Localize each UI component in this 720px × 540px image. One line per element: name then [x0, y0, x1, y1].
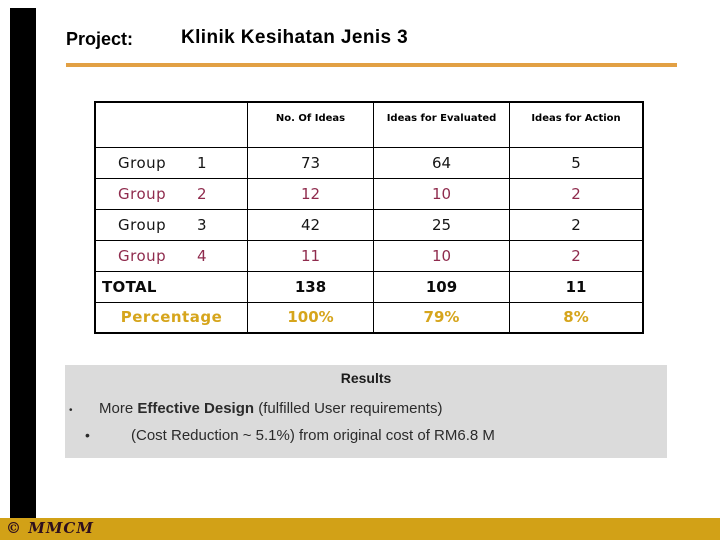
bullet-text: More Effective Design (fulfilled User re… [99, 400, 442, 417]
title-underline [66, 63, 677, 67]
ideas-table-body: Group 1 73 64 5 Group 2 12 10 2 Group 3 42 25 2 Group 4 1… [94, 146, 644, 334]
cell-value: 12 [247, 177, 374, 210]
group-label-cell: Group 2 [94, 177, 248, 210]
cell-value: 2 [509, 177, 644, 210]
bullet-text-segment: (fulfilled User requirements) [254, 400, 443, 417]
results-bullet-1: • More Effective Design (fulfilled User r… [65, 400, 442, 417]
header-cell-empty [94, 101, 248, 148]
copyright-text: © MMCM [6, 519, 94, 537]
cell-value: 11 [509, 270, 644, 303]
cell-value: 25 [373, 208, 510, 241]
group-label-cell: Group 1 [94, 146, 248, 179]
cell-value: 5 [509, 146, 644, 179]
total-label-cell: TOTAL [94, 270, 248, 303]
percentage-label-cell: Percentage [94, 301, 248, 334]
cell-value: 8% [509, 301, 644, 334]
cell-value: 100% [247, 301, 374, 334]
group-number: 1 [196, 153, 207, 172]
group-word: Group [118, 184, 167, 203]
left-accent-bar [10, 8, 36, 518]
group-number: 2 [196, 184, 207, 203]
results-panel: Results • More Effective Design (fulfille… [65, 365, 667, 458]
group-label: Group 1 [96, 154, 247, 172]
group-label: Group 4 [96, 247, 247, 265]
group-word: Group [118, 215, 167, 234]
group-word: Group [118, 246, 167, 265]
ideas-table-header: No. Of Ideas Ideas for Evaluated Ideas f… [94, 101, 644, 148]
group-word: Group [118, 153, 167, 172]
cell-value: 109 [373, 270, 510, 303]
table-row-group-2: Group 2 12 10 2 [94, 177, 644, 210]
table-row-total: TOTAL 138 109 11 [94, 270, 644, 303]
bullet-text-segment: (Cost Reduction ~ 5.1%) from original co… [131, 427, 495, 444]
cell-value: 79% [373, 301, 510, 334]
header-cell-ideas-evaluated: Ideas for Evaluated [373, 101, 510, 148]
cell-value: 138 [247, 270, 374, 303]
project-label: Project: [66, 29, 134, 49]
results-bullet-2: • (Cost Reduction ~ 5.1%) from original c… [65, 427, 495, 444]
group-label-cell: Group 4 [94, 239, 248, 272]
table-row-group-1: Group 1 73 64 5 [94, 146, 644, 179]
table-row-percentage: Percentage 100% 79% 8% [94, 301, 644, 334]
slide-title: Klinik Kesihatan Jenis 3 [181, 27, 409, 48]
bullet-icon: • [69, 405, 73, 416]
header-cell-no-of-ideas: No. Of Ideas [247, 101, 374, 148]
bullet-text-bold-segment: Effective Design [137, 400, 255, 417]
header-row: No. Of Ideas Ideas for Evaluated Ideas f… [94, 101, 644, 148]
cell-value: 2 [509, 208, 644, 241]
cell-value: 11 [247, 239, 374, 272]
table-row-group-4: Group 4 11 10 2 [94, 239, 644, 272]
bullet-icon: • [85, 427, 90, 443]
bullet-text: (Cost Reduction ~ 5.1%) from original co… [131, 427, 495, 444]
ideas-table: No. Of Ideas Ideas for Evaluated Ideas f… [94, 101, 644, 334]
cell-value: 64 [373, 146, 510, 179]
group-label: Group 3 [96, 216, 247, 234]
table-row-group-3: Group 3 42 25 2 [94, 208, 644, 241]
group-number: 4 [196, 246, 207, 265]
group-number: 3 [196, 215, 207, 234]
results-heading: Results [340, 370, 392, 386]
cell-value: 10 [373, 239, 510, 272]
cell-value: 10 [373, 177, 510, 210]
cell-value: 2 [509, 239, 644, 272]
group-label-cell: Group 3 [94, 208, 248, 241]
header-cell-ideas-action: Ideas for Action [509, 101, 644, 148]
footer-bar: © MMCM [0, 518, 720, 540]
cell-value: 73 [247, 146, 374, 179]
group-label: Group 2 [96, 185, 247, 203]
bullet-text-segment: More [99, 400, 138, 417]
cell-value: 42 [247, 208, 374, 241]
